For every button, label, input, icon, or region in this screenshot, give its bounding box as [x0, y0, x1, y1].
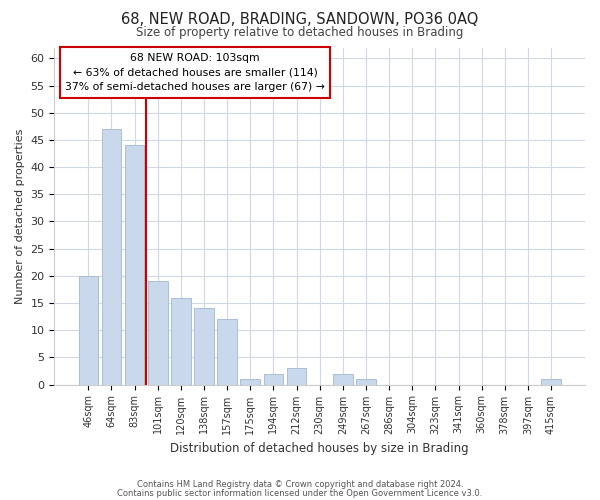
Bar — [217, 320, 237, 384]
Bar — [171, 298, 191, 384]
Bar — [333, 374, 353, 384]
Bar — [356, 379, 376, 384]
Bar — [541, 379, 561, 384]
Bar — [194, 308, 214, 384]
Text: Contains HM Land Registry data © Crown copyright and database right 2024.: Contains HM Land Registry data © Crown c… — [137, 480, 463, 489]
Bar — [148, 282, 167, 385]
Bar — [125, 146, 145, 384]
Bar — [79, 276, 98, 384]
Text: Contains public sector information licensed under the Open Government Licence v3: Contains public sector information licen… — [118, 489, 482, 498]
Y-axis label: Number of detached properties: Number of detached properties — [15, 128, 25, 304]
Bar — [287, 368, 307, 384]
Bar — [101, 129, 121, 384]
Bar — [263, 374, 283, 384]
Text: Size of property relative to detached houses in Brading: Size of property relative to detached ho… — [136, 26, 464, 39]
Text: 68 NEW ROAD: 103sqm
← 63% of detached houses are smaller (114)
37% of semi-detac: 68 NEW ROAD: 103sqm ← 63% of detached ho… — [65, 52, 325, 92]
Text: 68, NEW ROAD, BRADING, SANDOWN, PO36 0AQ: 68, NEW ROAD, BRADING, SANDOWN, PO36 0AQ — [121, 12, 479, 28]
Bar — [241, 379, 260, 384]
X-axis label: Distribution of detached houses by size in Brading: Distribution of detached houses by size … — [170, 442, 469, 455]
